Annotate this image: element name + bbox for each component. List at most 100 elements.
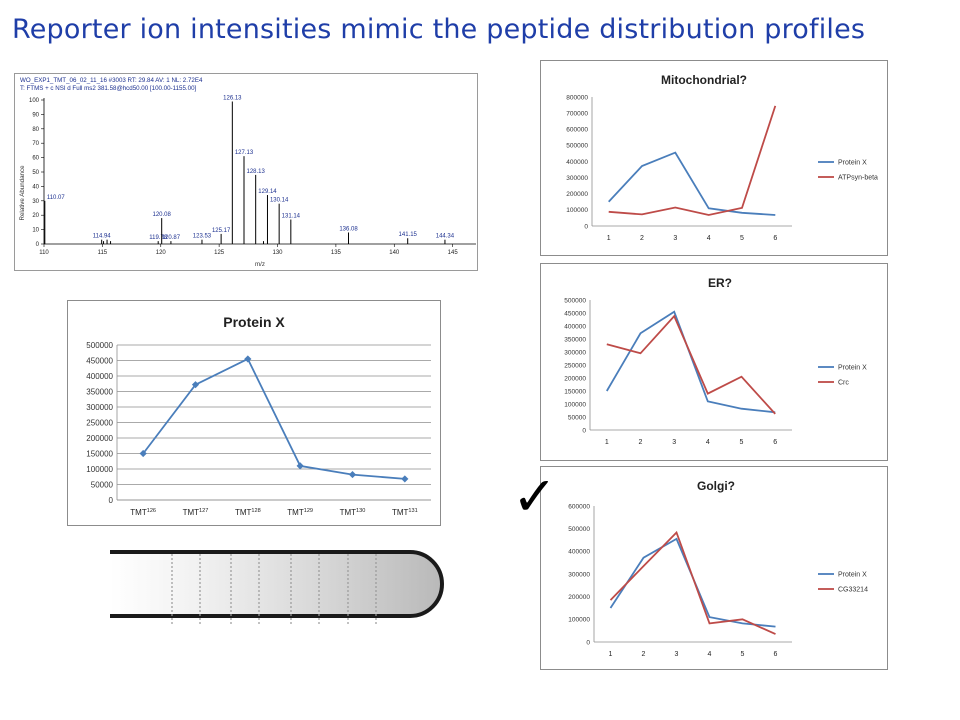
- x-tick-label-base: TMT: [287, 508, 304, 517]
- spectrum-x-tick-label: 130: [273, 250, 284, 256]
- spectrum-x-tick-label: 125: [214, 250, 225, 256]
- spectrum-peak-label: 131.14: [282, 214, 301, 220]
- series-line: [142, 357, 405, 480]
- x-tick-label: TMT130: [340, 508, 366, 517]
- spectrum-peak-label: 141.15: [399, 232, 418, 238]
- y-tick-label: 0: [109, 496, 114, 505]
- spectrum-x-tick-label: 120: [156, 250, 167, 256]
- y-tick-label: 50000: [91, 480, 114, 489]
- legend-label: Protein X: [838, 365, 867, 372]
- x-tick-label: 2: [640, 235, 644, 242]
- x-tick-label-sup: 131: [408, 508, 417, 514]
- spectrum-header-line1: WO_EXP1_TMT_06_02_11_16 #3003 RT: 29.84 …: [20, 77, 203, 84]
- er-chart-title: ER?: [708, 276, 732, 290]
- mitochondrial-chart-title: Mitochondrial?: [661, 73, 747, 87]
- spectrum-y-tick-label: 10: [32, 228, 39, 234]
- y-tick-label: 500000: [568, 526, 590, 533]
- x-tick-label: 1: [607, 235, 611, 242]
- er-chart-frame: [540, 263, 888, 461]
- x-tick-label: TMT131: [392, 508, 418, 517]
- x-tick-label: TMT129: [287, 508, 313, 517]
- x-tick-label: 5: [740, 235, 744, 242]
- gradient-tube: [110, 550, 444, 626]
- tube-outline: [110, 550, 444, 618]
- y-tick-label: 400000: [568, 549, 590, 556]
- x-tick-label-base: TMT: [130, 508, 147, 517]
- x-tick-label: 2: [642, 651, 646, 658]
- spectrum-x-tick-label: 140: [389, 250, 400, 256]
- x-tick-label-base: TMT: [392, 508, 409, 517]
- y-tick-label: 200000: [564, 375, 586, 382]
- y-tick-label: 0: [584, 223, 588, 230]
- mitochondrial-chart: Mitochondrial? 0 100000 200000 300000 400000…: [540, 60, 888, 256]
- y-tick-label: 250000: [564, 362, 586, 369]
- x-tick-label: TMT126: [130, 508, 156, 517]
- y-tick-label: 350000: [564, 336, 586, 343]
- check-mark-icon: ✓: [512, 465, 558, 528]
- spectrum-peak-label: 127.13: [235, 150, 254, 156]
- legend-label: Crc: [838, 380, 849, 387]
- series-line: [606, 314, 776, 415]
- x-tick-label: 5: [741, 651, 745, 658]
- x-tick-label: 6: [774, 651, 778, 658]
- spectrum-peak-label: 123.53: [193, 234, 212, 240]
- spectrum-y-tick-label: 40: [32, 184, 39, 190]
- x-tick-label: 5: [740, 439, 744, 446]
- spectrum-y-tick-label: 90: [32, 112, 39, 118]
- series-line: [608, 105, 777, 216]
- y-tick-label: 450000: [86, 356, 113, 365]
- spectrum-peak-label: 120.87: [162, 235, 181, 241]
- spectrum-x-tick-label: 135: [331, 250, 342, 256]
- x-tick-label-base: TMT: [235, 508, 252, 517]
- y-tick-label: 250000: [86, 418, 113, 427]
- x-tick-label: 3: [675, 651, 679, 658]
- y-tick-label: 100000: [568, 617, 590, 624]
- y-tick-label: 500000: [566, 143, 588, 150]
- y-tick-label: 500000: [86, 341, 113, 350]
- mass-spectrum: WO_EXP1_TMT_06_02_11_16 #3003 RT: 29.84 …: [14, 73, 478, 271]
- x-tick-label: 3: [672, 439, 676, 446]
- spectrum-y-tick-label: 30: [32, 199, 39, 205]
- series-line: [609, 530, 776, 635]
- y-tick-label: 400000: [566, 159, 588, 166]
- y-tick-label: 600000: [568, 503, 590, 510]
- x-tick-label: 4: [708, 651, 712, 658]
- x-tick-label: 2: [639, 439, 643, 446]
- y-tick-label: 400000: [564, 323, 586, 330]
- y-tick-label: 100000: [86, 465, 113, 474]
- y-tick-label: 100000: [566, 207, 588, 214]
- y-tick-label: 350000: [86, 387, 113, 396]
- protein-x-chart-title: Protein X: [223, 314, 285, 330]
- x-tick-label-sup: 130: [356, 508, 365, 514]
- y-tick-label: 0: [582, 427, 586, 434]
- golgi-chart: Golgi? 0 100000 200000 300000 400000 500000 60…: [540, 466, 888, 670]
- spectrum-peak-label: 144.34: [436, 234, 455, 240]
- y-tick-label: 600000: [566, 127, 588, 134]
- spectrum-peak-label: 126.13: [223, 95, 242, 101]
- x-tick-label-base: TMT: [183, 508, 200, 517]
- spectrum-y-axis-label: Relative Abundance: [19, 165, 26, 221]
- legend-label: CG33214: [838, 587, 868, 594]
- y-tick-label: 700000: [566, 110, 588, 117]
- x-tick-label: 4: [707, 235, 711, 242]
- spectrum-peak-label: 125.17: [212, 228, 231, 234]
- y-tick-label: 150000: [86, 449, 113, 458]
- spectrum-peak-label: 128.13: [247, 169, 266, 175]
- y-tick-label: 200000: [566, 191, 588, 198]
- spectrum-y-tick-label: 20: [32, 213, 39, 219]
- spectrum-frame: [14, 73, 478, 271]
- spectrum-y-tick-label: 100: [29, 98, 40, 104]
- y-tick-label: 400000: [86, 372, 113, 381]
- y-tick-label: 200000: [568, 594, 590, 601]
- slide-title: Reporter ion intensities mimic the pepti…: [12, 14, 866, 45]
- x-tick-label-sup: 127: [199, 508, 208, 514]
- y-tick-label: 150000: [564, 388, 586, 395]
- x-tick-label-base: TMT: [340, 508, 357, 517]
- spectrum-y-tick-label: 70: [32, 141, 39, 147]
- spectrum-x-tick-label: 115: [98, 250, 108, 256]
- x-tick-label: 1: [605, 439, 609, 446]
- tube-fraction-lines: [171, 554, 377, 626]
- y-tick-label: 50000: [568, 414, 586, 421]
- y-tick-label: 500000: [564, 297, 586, 304]
- spectrum-peak-label: 129.14: [258, 189, 277, 195]
